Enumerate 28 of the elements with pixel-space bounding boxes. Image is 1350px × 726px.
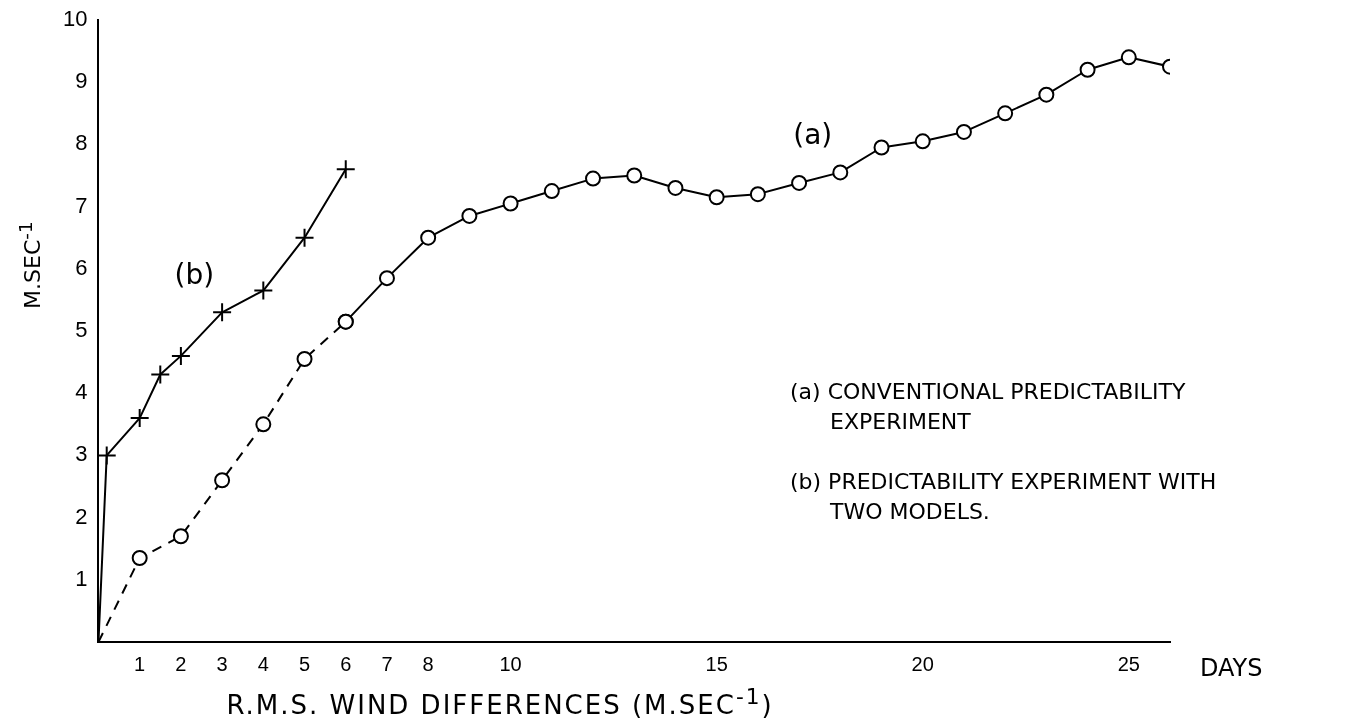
y-tick-label: 2 [75, 503, 88, 529]
annotation: (b) PREDICTABILITY EXPERIMENT WITH TWO MODELS. [790, 468, 1217, 524]
x-axis-title: DAYS [1200, 654, 1263, 683]
x-tick-label: 6 [340, 652, 352, 675]
text: R.M.S. WIND DIFFERENCES (M.SEC$^{-1}$) [225, 684, 775, 720]
y-tick-label: 4 [75, 379, 88, 405]
y-tick-label: 1 [75, 565, 88, 591]
x-tick-label: 10 [499, 652, 522, 675]
y-tick-label: 10 [62, 6, 88, 32]
y-tick-label: 5 [75, 317, 88, 343]
y-tick-label: 9 [75, 68, 88, 94]
x-tick-label: 8 [422, 652, 434, 675]
x-tick-label: 2 [175, 652, 187, 675]
annotation: (a) CONVENTIONAL PREDICTABILITY EXPERIMENT [790, 378, 1186, 434]
series-label: (a) [793, 117, 833, 151]
y-tick-label: 7 [75, 192, 88, 218]
y-tick-label: 8 [75, 130, 88, 156]
series-label: (b) [174, 257, 215, 291]
x-tick-label: 1 [134, 652, 146, 675]
x-tick-label: 15 [705, 652, 728, 675]
y-tick-label: 6 [75, 254, 88, 280]
y-tick-label: 3 [75, 441, 88, 467]
x-tick-label: 4 [257, 652, 269, 675]
x-tick-label: 3 [216, 652, 228, 675]
x-tick-label: 5 [298, 652, 311, 675]
x-tick-label: 25 [1117, 652, 1140, 675]
x-tick-label: 20 [911, 652, 934, 675]
x-tick-label: 7 [381, 652, 393, 675]
